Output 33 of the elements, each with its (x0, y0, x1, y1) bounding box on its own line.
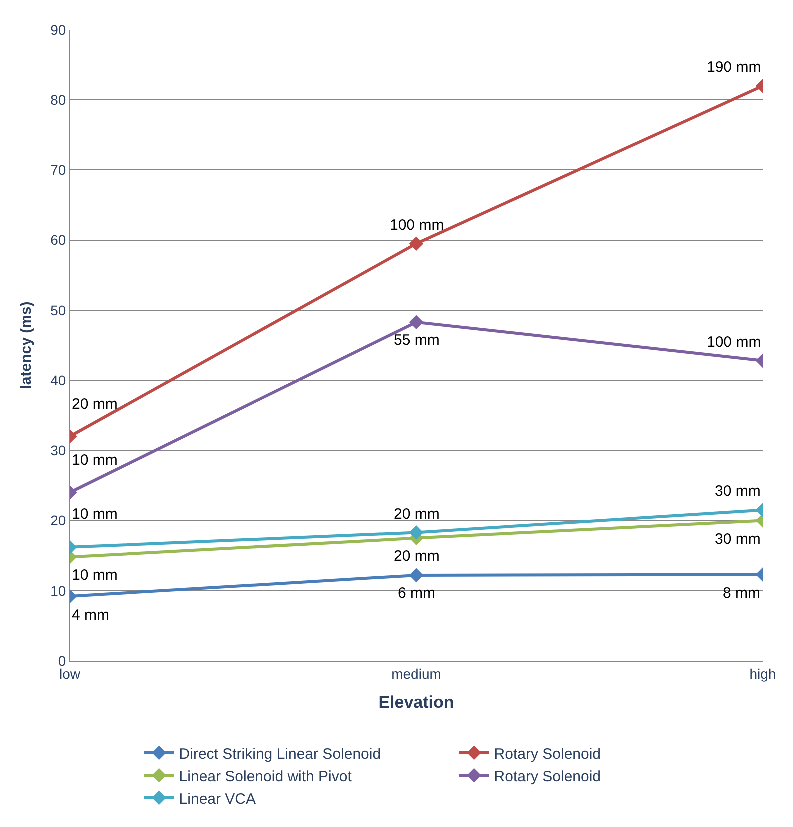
legend-label: Rotary Solenoid (494, 768, 602, 786)
y-tick-label: 70 (50, 162, 66, 178)
annotation: 4 mm (72, 607, 110, 624)
y-tick-label: 50 (50, 302, 66, 318)
y-tick-label: 20 (50, 512, 66, 529)
legend-label: Linear VCA (179, 790, 256, 808)
y-tick-label: 80 (50, 92, 66, 108)
y-axis-title: latency (ms) (18, 302, 35, 390)
annotation: 10 mm (72, 452, 118, 469)
x-tick-label: high (750, 666, 776, 682)
annotation: 6 mm (398, 585, 436, 602)
x-tick-label: medium (392, 666, 442, 682)
annotation: 10 mm (72, 506, 118, 523)
annotation: 20 mm (394, 548, 440, 565)
y-tick-label: 40 (50, 372, 66, 388)
annotation: 10 mm (72, 567, 118, 584)
annotation: 30 mm (715, 531, 761, 548)
annotation: 8 mm (723, 585, 760, 602)
annotation: 20 mm (72, 396, 118, 413)
legend-label: Direct Striking Linear Solenoid (179, 746, 382, 763)
y-tick-label: 90 (50, 22, 66, 38)
annotation: 20 mm (394, 506, 440, 523)
legend-label: Rotary Solenoid (494, 746, 602, 763)
annotation: 30 mm (715, 483, 761, 500)
y-tick-label: 60 (50, 232, 66, 248)
x-axis-title: Elevation (378, 693, 454, 712)
annotation: 100 mm (707, 334, 762, 351)
legend-label: Linear Solenoid with Pivot (179, 768, 353, 786)
annotation: 100 mm (390, 217, 444, 234)
y-tick-label: 30 (50, 442, 66, 459)
annotation: 190 mm (707, 59, 762, 76)
y-tick-label: 10 (50, 582, 66, 599)
annotation: 55 mm (394, 332, 440, 349)
